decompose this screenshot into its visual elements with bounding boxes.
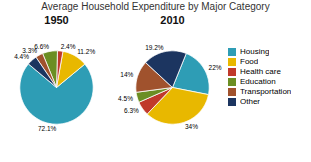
svg-text:14%: 14% <box>120 71 133 78</box>
svg-text:4.4%: 4.4% <box>14 53 29 60</box>
svg-text:72.1%: 72.1% <box>38 125 57 132</box>
html-text:Other: Other <box>240 97 260 106</box>
svg-text:1950: 1950 <box>44 14 68 26</box>
svg-text:11.2%: 11.2% <box>77 48 95 55</box>
html-text:Housing: Housing <box>240 47 270 56</box>
svg-text:6.3%: 6.3% <box>124 107 139 114</box>
svg-text:22%: 22% <box>209 64 222 71</box>
svg-text:2.4%: 2.4% <box>61 43 76 50</box>
svg-text:2010: 2010 <box>160 14 184 26</box>
html-text:Health care: Health care <box>240 67 281 76</box>
svg-text:19.2%: 19.2% <box>145 43 164 50</box>
html-text:Transportation: Transportation <box>240 87 292 96</box>
html-text:Education: Education <box>240 77 276 86</box>
html-text:Food: Food <box>240 57 259 66</box>
svg-text:3.3%: 3.3% <box>22 47 38 55</box>
svg-text:4.5%: 4.5% <box>118 95 133 102</box>
svg-text:6.6%: 6.6% <box>34 43 50 51</box>
svg-text:34%: 34% <box>185 123 198 130</box>
html-text:Average Household Expenditure: Average Household Expenditure by Major C… <box>41 1 270 12</box>
